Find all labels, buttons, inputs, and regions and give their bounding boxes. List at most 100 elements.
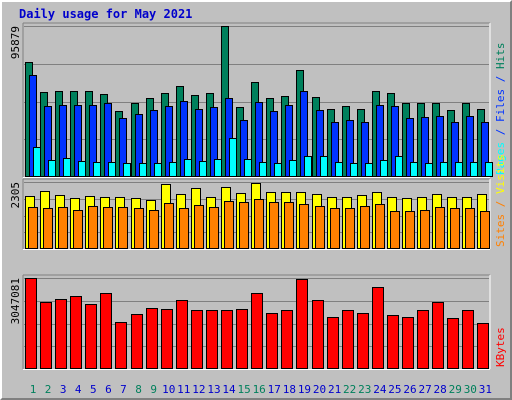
- bar-kbytes-day-14: [221, 310, 233, 369]
- bar-sites-day-18: [284, 202, 294, 249]
- bar-kbytes-day-5: [85, 304, 97, 369]
- bar-pages-day-9: [154, 163, 162, 177]
- x-tick-label-day-9: 9: [150, 383, 157, 396]
- x-tick-label-day-20: 20: [313, 383, 326, 396]
- bar-sites-day-31: [480, 211, 490, 249]
- bar-pages-day-2: [48, 160, 56, 177]
- bar-kbytes-day-10: [161, 309, 173, 369]
- bar-kbytes-day-8: [131, 314, 143, 369]
- bar-sites-day-17: [269, 202, 279, 249]
- bar-kbytes-day-25: [387, 315, 399, 369]
- bar-sites-day-14: [224, 201, 234, 249]
- bar-sites-day-30: [465, 208, 475, 249]
- x-tick-label-day-28: 28: [434, 383, 447, 396]
- bar-pages-day-25: [395, 156, 403, 177]
- bar-pages-day-31: [485, 162, 493, 177]
- legend-entry: /: [494, 122, 507, 142]
- bar-pages-day-10: [169, 162, 177, 177]
- bar-kbytes-day-19: [296, 279, 308, 369]
- bar-kbytes-day-29: [447, 318, 459, 369]
- bar-pages-day-11: [184, 159, 192, 177]
- x-tick-label-day-22: 22: [343, 383, 356, 396]
- legend-entry: Files: [494, 89, 507, 122]
- x-tick-label-day-16: 16: [253, 383, 266, 396]
- bar-pages-day-29: [455, 162, 463, 177]
- series-legend-hits-files-pages: Pages / Files / Hits: [494, 43, 507, 176]
- bar-kbytes-day-1: [25, 278, 37, 369]
- bar-kbytes-day-6: [100, 293, 112, 369]
- bar-kbytes-day-24: [372, 287, 384, 369]
- bar-sites-day-4: [73, 210, 83, 249]
- bar-pages-day-14: [229, 138, 237, 177]
- y-max-label: 2305: [9, 182, 22, 209]
- x-tick-label-day-30: 30: [464, 383, 477, 396]
- bar-pages-day-26: [410, 162, 418, 177]
- bar-pages-day-23: [365, 163, 373, 177]
- bar-pages-day-30: [470, 162, 478, 177]
- bar-sites-day-21: [330, 208, 340, 249]
- bar-sites-day-3: [58, 207, 68, 249]
- bar-pages-day-4: [78, 161, 86, 177]
- bar-kbytes-day-27: [417, 310, 429, 369]
- bar-pages-day-5: [93, 162, 101, 177]
- x-tick-label-day-10: 10: [162, 383, 175, 396]
- bar-kbytes-day-4: [70, 296, 82, 369]
- x-tick-label-day-17: 17: [268, 383, 281, 396]
- bar-kbytes-day-15: [236, 309, 248, 369]
- bar-pages-day-16: [259, 162, 267, 177]
- bar-sites-day-29: [450, 208, 460, 249]
- bar-kbytes-day-23: [357, 313, 369, 369]
- bar-pages-day-6: [108, 162, 116, 177]
- bar-sites-day-1: [28, 207, 38, 249]
- bar-sites-day-10: [164, 203, 174, 249]
- legend-entry: Visits: [494, 154, 507, 194]
- bar-kbytes-day-26: [402, 317, 414, 369]
- bar-sites-day-13: [209, 207, 219, 249]
- x-tick-label-day-15: 15: [237, 383, 250, 396]
- bar-kbytes-day-9: [146, 308, 158, 369]
- bar-sites-day-11: [179, 208, 189, 249]
- bar-pages-day-21: [335, 162, 343, 177]
- x-tick-label-day-24: 24: [373, 383, 387, 396]
- x-tick-label-day-25: 25: [388, 383, 401, 396]
- legend-entry: /: [494, 194, 507, 214]
- bar-pages-day-7: [123, 163, 131, 177]
- bar-sites-day-24: [375, 204, 385, 249]
- bar-kbytes-day-20: [312, 300, 324, 369]
- bar-sites-day-12: [194, 205, 204, 249]
- x-tick-label-day-14: 14: [222, 383, 236, 396]
- bar-sites-day-9: [149, 210, 159, 249]
- bar-sites-day-20: [315, 206, 325, 249]
- x-tick-label-day-18: 18: [283, 383, 296, 396]
- chart-title: Daily usage for May 2021: [19, 7, 193, 21]
- bar-pages-day-15: [244, 159, 252, 177]
- bar-sites-day-26: [405, 211, 415, 249]
- x-tick-label-day-27: 27: [418, 383, 431, 396]
- x-tick-label-day-3: 3: [60, 383, 67, 396]
- bar-kbytes-day-17: [266, 313, 278, 369]
- bar-pages-day-28: [440, 162, 448, 177]
- bar-pages-day-24: [380, 160, 388, 177]
- bar-pages-day-3: [63, 158, 71, 177]
- x-tick-label-day-13: 13: [207, 383, 220, 396]
- bar-kbytes-day-21: [327, 317, 339, 369]
- x-tick-label-day-1: 1: [30, 383, 37, 396]
- bar-pages-day-18: [289, 160, 297, 177]
- x-tick-label-day-12: 12: [192, 383, 205, 396]
- x-tick-label-day-21: 21: [328, 383, 341, 396]
- bar-kbytes-day-13: [206, 310, 218, 369]
- x-tick-label-day-26: 26: [403, 383, 416, 396]
- bar-kbytes-day-16: [251, 293, 263, 369]
- bar-sites-day-7: [118, 207, 128, 249]
- x-tick-label-day-6: 6: [105, 383, 112, 396]
- bar-sites-day-8: [134, 208, 144, 249]
- x-tick-label-day-2: 2: [45, 383, 52, 396]
- x-tick-label-day-7: 7: [120, 383, 127, 396]
- bar-kbytes-day-12: [191, 310, 203, 369]
- bar-sites-day-28: [435, 207, 445, 249]
- x-tick-label-day-4: 4: [75, 383, 82, 396]
- bar-sites-day-16: [254, 199, 264, 249]
- bar-kbytes-day-11: [176, 300, 188, 369]
